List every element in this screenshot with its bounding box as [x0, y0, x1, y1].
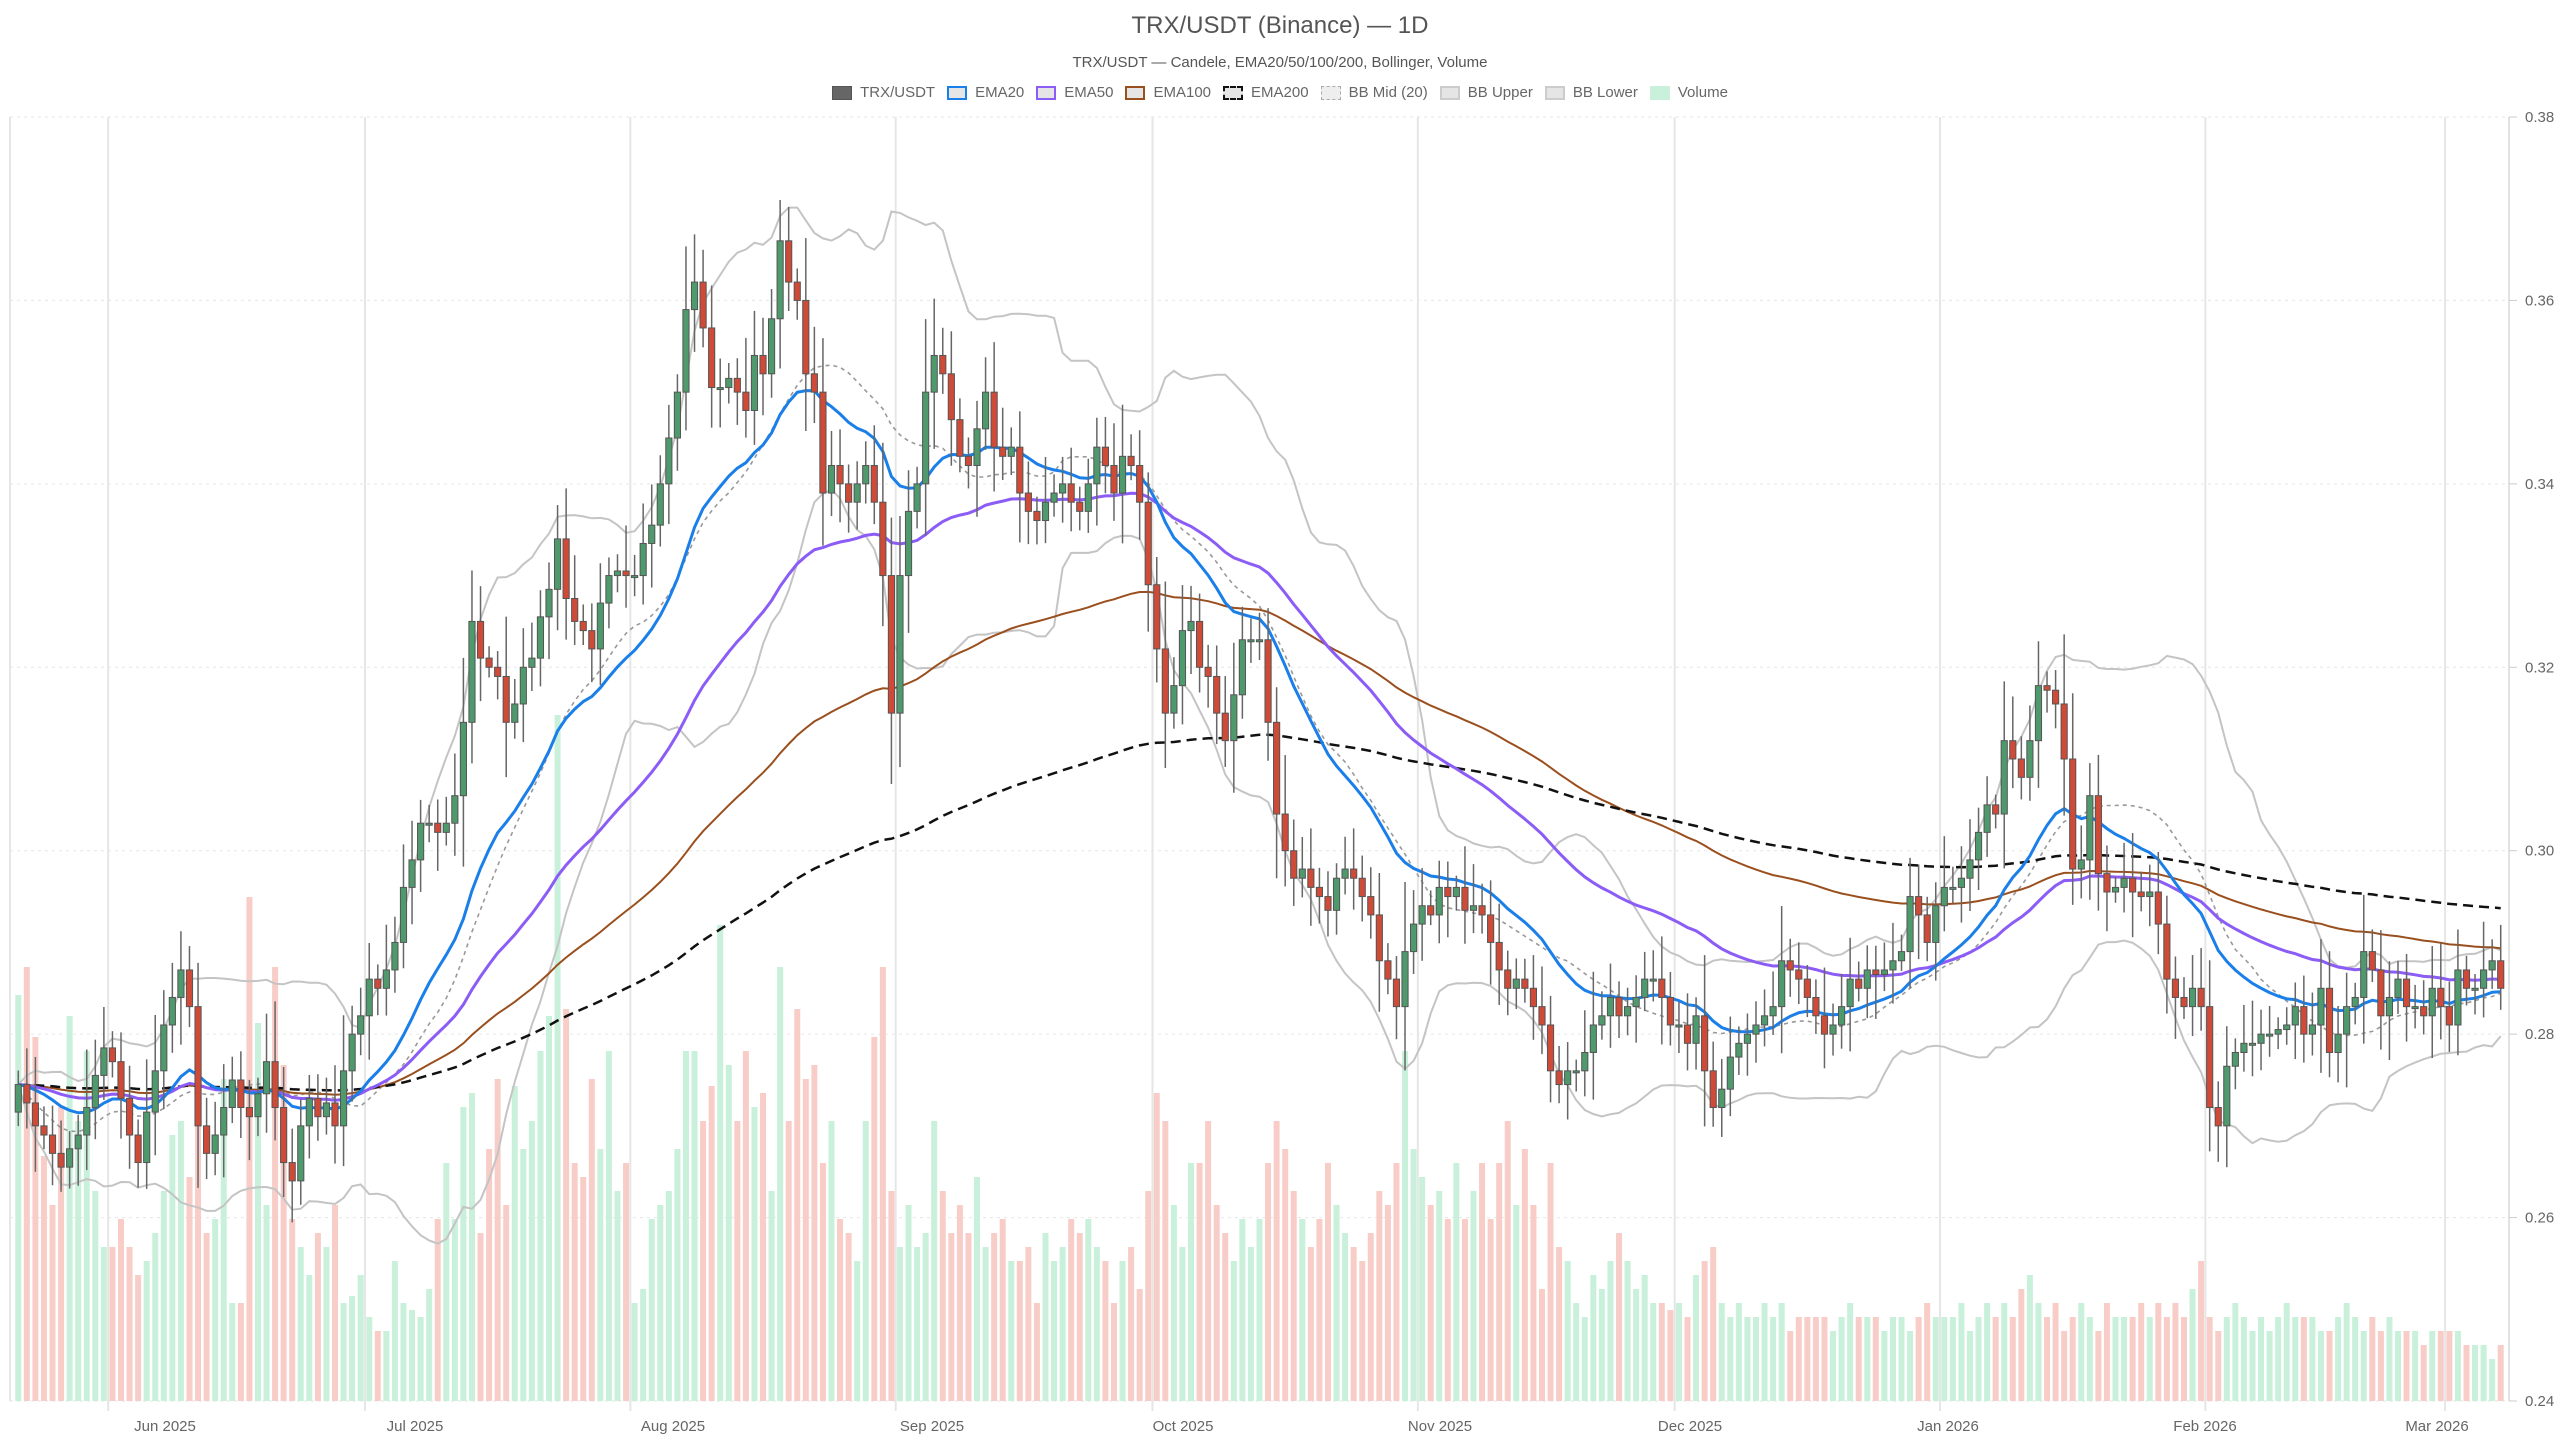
legend-item-ema50[interactable]: EMA50: [1036, 84, 1113, 101]
svg-text:0.28: 0.28: [2525, 1026, 2554, 1043]
legend-item-volume[interactable]: Volume: [1649, 84, 1728, 101]
svg-text:0.34: 0.34: [2525, 476, 2554, 493]
legend-swatch-icon: [1320, 85, 1341, 100]
svg-text:0.30: 0.30: [2525, 843, 2554, 860]
legend-swatch-icon: [1125, 85, 1146, 100]
svg-text:Feb 2026: Feb 2026: [2173, 1418, 2236, 1435]
legend-swatch-icon: [1223, 85, 1244, 100]
legend-swatch-icon: [1439, 85, 1460, 100]
legend-item-bb-mid[interactable]: BB Mid (20): [1320, 84, 1428, 101]
svg-text:Dec 2025: Dec 2025: [1658, 1418, 1722, 1435]
legend-label: BB Upper: [1467, 84, 1533, 101]
legend-swatch-icon: [1649, 85, 1670, 100]
legend-swatch-icon: [947, 85, 968, 100]
legend-label: EMA200: [1251, 84, 1309, 101]
svg-text:Sep 2025: Sep 2025: [900, 1418, 964, 1435]
svg-text:Jun 2025: Jun 2025: [134, 1418, 196, 1435]
legend-label: Volume: [1677, 84, 1728, 101]
bollinger-bands: [17, 206, 2502, 1245]
legend-item-bb-upper[interactable]: BB Upper: [1439, 84, 1533, 101]
legend-swatch-icon: [1544, 85, 1565, 100]
svg-text:Oct 2025: Oct 2025: [1153, 1418, 1214, 1435]
x-axis: Jun 2025 Jul 2025 Aug 2025 Sep 2025 Oct 2025…: [134, 1418, 2469, 1435]
chart-legend: TRX/USDT EMA20 EMA50 EMA100 EMA200 BB Mi…: [0, 84, 2560, 101]
legend-label: EMA100: [1153, 84, 1212, 101]
legend-item-trx-usdt[interactable]: TRX/USDT: [832, 84, 935, 101]
chart-subtitle: TRX/USDT — Candele, EMA20/50/100/200, Bo…: [1072, 54, 1488, 71]
legend-label: EMA50: [1064, 84, 1114, 101]
ema-lines: [18, 389, 2501, 1115]
legend-label: EMA20: [975, 84, 1025, 101]
volume-bars: [15, 715, 2504, 1401]
svg-text:0.32: 0.32: [2525, 659, 2554, 676]
y-axis: 0.24 0.26 0.28 0.30 0.32 0.34 0.36 0.38: [2509, 109, 2554, 1410]
svg-text:Nov 2025: Nov 2025: [1408, 1418, 1472, 1435]
svg-text:0.26: 0.26: [2525, 1210, 2554, 1227]
svg-text:0.24: 0.24: [2525, 1393, 2554, 1410]
legend-label: TRX/USDT: [860, 84, 936, 101]
chart-grid: [9, 116, 2510, 1411]
svg-text:Aug 2025: Aug 2025: [641, 1418, 705, 1435]
svg-text:0.36: 0.36: [2525, 292, 2554, 309]
chart-title: TRX/USDT (Binance) — 1D: [1131, 12, 1429, 39]
legend-item-ema100[interactable]: EMA100: [1125, 84, 1211, 101]
svg-text:0.38: 0.38: [2525, 109, 2554, 126]
legend-item-bb-lower[interactable]: BB Lower: [1544, 84, 1638, 101]
svg-text:Mar 2026: Mar 2026: [2405, 1418, 2468, 1435]
legend-item-ema200[interactable]: EMA200: [1223, 84, 1309, 101]
legend-label: BB Mid (20): [1348, 84, 1428, 101]
svg-text:Jan 2026: Jan 2026: [1917, 1418, 1979, 1435]
candlesticks: [14, 199, 2505, 1223]
svg-text:Jul 2025: Jul 2025: [387, 1418, 444, 1435]
legend-swatch-icon: [832, 85, 853, 100]
legend-item-ema20[interactable]: EMA20: [947, 84, 1024, 101]
legend-label: BB Lower: [1572, 84, 1638, 101]
legend-swatch-icon: [1036, 85, 1057, 100]
